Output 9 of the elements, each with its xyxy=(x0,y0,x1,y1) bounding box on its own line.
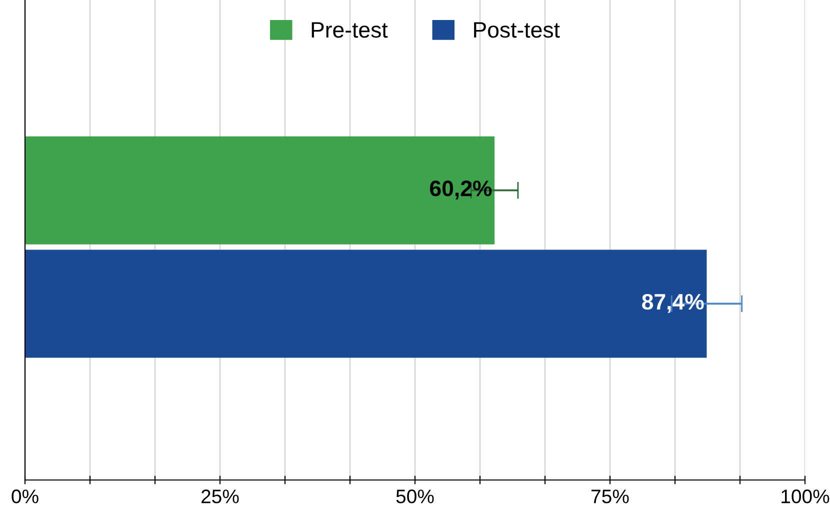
legend-label: Post-test xyxy=(474,22,560,38)
x-tick-label: 0% xyxy=(12,490,38,504)
data-label: 87,4% xyxy=(642,294,704,313)
x-tick-label: 25% xyxy=(202,490,239,504)
legend-label: Pre-test xyxy=(312,22,388,38)
x-tick-label: 50% xyxy=(396,490,434,504)
x-tick-label: 100% xyxy=(782,490,830,504)
x-tick-label: 75% xyxy=(592,490,629,504)
data-label: 60,2% xyxy=(430,180,492,200)
